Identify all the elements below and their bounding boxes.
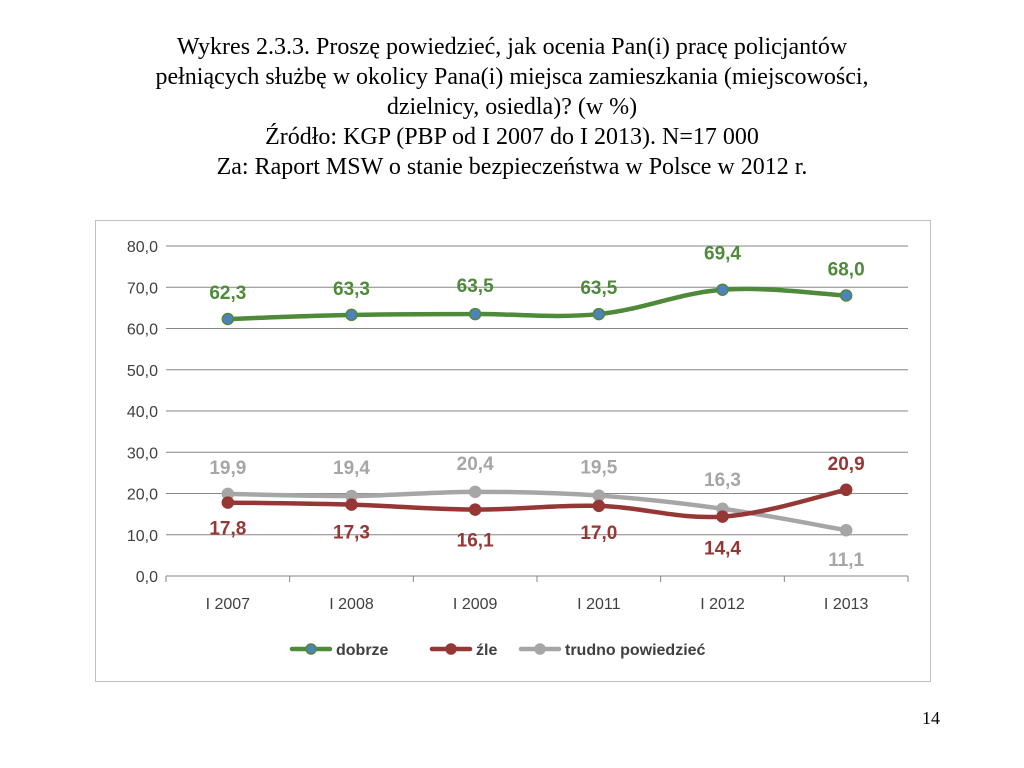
title-line: dzielnicy, osiedla)? (w %) [386,94,638,120]
y-tick-label: 60,0 [127,322,158,339]
data-label: 63,3 [333,279,370,300]
y-tick-label: 10,0 [127,528,158,545]
x-tick-label: I 2011 [577,596,620,613]
data-label: 17,8 [209,519,246,540]
data-label: 19,4 [333,458,370,479]
title-line: pełniących służbę w okolicy Pana(i) miej… [155,64,869,90]
data-point [716,510,729,523]
data-point [839,523,853,537]
x-tick-label: I 2008 [329,596,374,613]
data-point [345,498,358,511]
data-label: 11,1 [828,550,864,571]
data-point [592,489,606,502]
data-label: 16,3 [704,470,741,491]
data-label: 68,0 [828,260,865,281]
data-label: 20,4 [457,454,494,475]
legend-marker [445,643,457,655]
data-label: 62,3 [209,283,246,304]
data-point [468,503,482,516]
data-point [839,289,853,302]
data-label: 19,5 [580,458,617,479]
legend-marker [305,643,317,655]
line-chart: 0,0 10,0 20,0 30,0 40,0 50,0 60,0 70,0 80,0 I 200… [127,239,909,659]
y-tick-label: 30,0 [127,445,158,462]
legend-label: trudno powiedzieć [565,642,706,659]
series-line-3 [225,489,849,533]
data-label: 20,9 [828,454,865,475]
data-point [345,308,358,322]
x-tick-label: I 2009 [453,596,498,613]
y-tick-label: 20,0 [127,487,158,504]
legend-label: źle [476,642,497,659]
data-point [592,499,606,513]
data-label: 17,0 [580,523,617,544]
data-point [839,483,853,497]
data-point [221,312,235,326]
y-tick-label: 70,0 [127,280,158,297]
x-tick-label: I 2013 [824,596,869,613]
slide-title: Wykres 2.3.3. Proszę powiedzieć, jak oce… [60,32,964,182]
data-label: 63,5 [457,276,494,297]
x-tick-label: I 2012 [700,596,745,613]
title-line: Za: Raport MSW o stanie bezpieczeństwa w… [216,154,808,180]
data-label: 16,1 [457,531,494,552]
data-point [716,283,729,296]
data-point [468,485,482,499]
page-number: 14 [922,708,940,728]
y-tick-label: 40,0 [127,404,158,421]
title-line: Źródło: KGP (PBP od I 2007 do I 2013). N… [265,124,759,150]
x-tick-label: I 2007 [206,596,251,613]
y-tick-label: 0,0 [136,569,158,586]
series-line-2 [225,487,849,520]
chart-frame: 0,0 10,0 20,0 30,0 40,0 50,0 60,0 70,0 80,0 I 200… [95,220,931,682]
legend-marker [534,643,546,655]
y-tick-label: 50,0 [127,363,158,380]
data-point [221,496,235,509]
series-line-1 [225,286,849,322]
title-line: Wykres 2.3.3. Proszę powiedzieć, jak oce… [176,34,848,60]
data-label: 14,4 [704,539,741,560]
data-point [468,307,482,321]
legend-label: dobrze [336,642,389,659]
data-label: 63,5 [580,278,617,299]
data-point [592,307,606,321]
data-label: 69,4 [704,244,741,265]
y-tick-label: 80,0 [127,239,158,256]
data-label: 17,3 [333,523,370,544]
data-label: 19,9 [209,458,246,479]
